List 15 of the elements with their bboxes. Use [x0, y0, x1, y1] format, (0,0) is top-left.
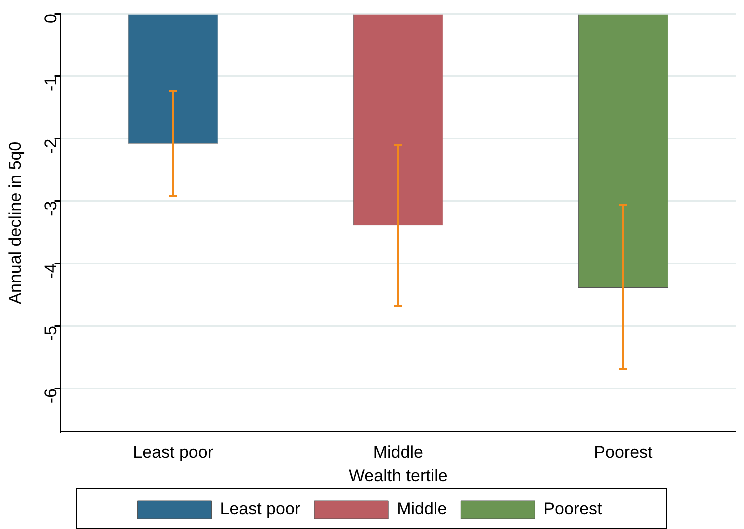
- x-axis-title: Wealth tertile: [348, 466, 448, 486]
- y-tick-label: -6: [41, 388, 60, 404]
- y-tick-label: -1: [41, 76, 60, 92]
- y-tick-label: -3: [41, 201, 60, 216]
- x-tick-label: Poorest: [594, 443, 654, 462]
- y-tick-label: -2: [41, 138, 60, 154]
- y-tick-label: 0: [41, 14, 60, 24]
- y-tick-label: -4: [41, 264, 60, 279]
- y-tick-label: -5: [41, 326, 60, 342]
- legend-label: Least poor: [220, 500, 301, 519]
- x-tick-label: Least poor: [133, 443, 214, 462]
- legend-label: Middle: [397, 500, 448, 519]
- legend-label: Poorest: [544, 500, 603, 519]
- x-tick-label: Middle: [373, 443, 424, 462]
- y-axis-title: Annual decline in 5q0: [6, 142, 25, 304]
